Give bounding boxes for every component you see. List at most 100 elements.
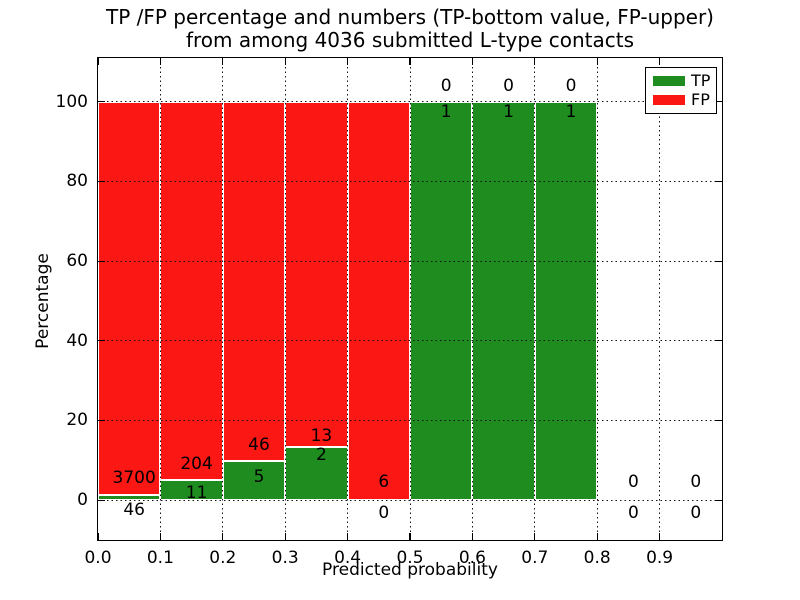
y-tick-mark xyxy=(98,180,105,183)
tp-count-label: 11 xyxy=(185,482,208,503)
fp-count-label: 13 xyxy=(310,426,333,447)
x-tick-mark-top xyxy=(347,58,349,65)
x-tick-mark-top xyxy=(97,58,99,65)
tp-bar-segment xyxy=(534,101,598,501)
chart-title: TP /FP percentage and numbers (TP-bottom… xyxy=(106,6,714,52)
vertical-gridline xyxy=(159,58,161,540)
tp-count-label: 2 xyxy=(315,445,327,466)
x-tick-mark xyxy=(534,533,536,540)
vertical-gridline xyxy=(347,58,349,540)
y-tick-mark xyxy=(98,340,105,342)
fp-count-label: 0 xyxy=(690,472,702,493)
tp-count-label: 0 xyxy=(627,502,639,523)
x-tick-label: 0.9 xyxy=(646,548,674,568)
y-tick-mark xyxy=(98,419,105,422)
x-tick-label: 0.7 xyxy=(521,548,549,568)
x-tick-mark xyxy=(97,533,99,540)
chart-title-line2: from among 4036 submitted L-type contact… xyxy=(185,28,635,52)
y-tick-mark-right xyxy=(715,340,722,342)
y-tick-mark-right xyxy=(715,180,722,183)
y-tick-mark-right xyxy=(715,499,722,501)
fp-bar-segment xyxy=(347,101,410,501)
x-tick-mark-top xyxy=(284,58,286,65)
vertical-gridline xyxy=(659,58,661,540)
fp-count-label: 6 xyxy=(378,472,390,493)
fp-color-swatch xyxy=(653,95,685,105)
x-tick-label: 0.6 xyxy=(458,548,486,568)
horizontal-gridline xyxy=(98,180,722,182)
x-tick-mark xyxy=(659,533,661,540)
x-tick-label: 0.8 xyxy=(583,548,611,568)
x-tick-mark xyxy=(596,533,598,540)
x-tick-label: 0.5 xyxy=(396,548,424,568)
vertical-gridline xyxy=(596,58,598,540)
chart-title-line1: TP /FP percentage and numbers (TP-bottom… xyxy=(106,5,714,29)
fp-count-label: 46 xyxy=(248,435,270,456)
vertical-gridline xyxy=(222,58,224,540)
x-tick-mark xyxy=(409,533,411,540)
tp-bar-segment xyxy=(285,447,348,501)
horizontal-gridline xyxy=(98,101,722,103)
fp-count-label: 0 xyxy=(440,75,452,96)
y-tick-mark-right xyxy=(715,260,722,262)
fp-count-label: 3700 xyxy=(112,468,156,489)
legend-label-tp: TP xyxy=(691,71,711,90)
horizontal-gridline xyxy=(98,499,722,501)
y-tick-label: 100 xyxy=(55,91,88,112)
fp-count-label: 0 xyxy=(627,472,639,493)
tp-bar-segment xyxy=(410,101,473,501)
legend-item-fp: FP xyxy=(653,92,710,108)
y-tick-mark xyxy=(98,101,105,103)
legend-label-fp: FP xyxy=(691,90,710,109)
legend: TP FP xyxy=(645,67,717,114)
tp-bar-segment xyxy=(222,461,286,501)
x-tick-label: 0.3 xyxy=(271,548,299,568)
x-tick-mark-top xyxy=(159,58,161,65)
tp-count-label: 0 xyxy=(690,502,702,523)
tp-count-label: 46 xyxy=(123,500,146,521)
fp-bar-segment xyxy=(285,101,348,448)
tp-bar-segment xyxy=(472,101,535,501)
vertical-gridline xyxy=(534,58,536,540)
x-tick-mark xyxy=(284,533,286,540)
y-tick-label: 80 xyxy=(66,171,88,192)
y-tick-mark xyxy=(98,260,105,262)
x-tick-mark-top xyxy=(659,58,661,65)
vertical-gridline xyxy=(409,58,411,540)
x-axis-label: Predicted probability xyxy=(322,560,498,580)
horizontal-gridline xyxy=(98,260,722,262)
x-tick-label: 0.2 xyxy=(209,548,237,568)
plot-area: 3700 46 204 11 46 5 13 2 6 0 0 1 0 1 0 1 0 0 0 0 xyxy=(97,58,722,540)
y-tick-label: 60 xyxy=(66,251,88,272)
x-tick-mark-top xyxy=(596,58,598,65)
tp-count-label: 1 xyxy=(565,101,577,122)
horizontal-gridline xyxy=(98,419,722,421)
tp-count-label: 5 xyxy=(253,467,265,488)
fp-count-label: 204 xyxy=(180,454,213,475)
legend-item-tp: TP xyxy=(653,73,710,89)
vertical-gridline xyxy=(471,58,473,540)
x-tick-mark-top xyxy=(222,58,224,65)
x-tick-label: 0.1 xyxy=(146,548,174,568)
x-tick-label: 0.4 xyxy=(334,548,362,568)
y-axis-label: Percentage xyxy=(33,253,53,349)
y-tick-mark-right xyxy=(715,101,722,103)
y-tick-label: 0 xyxy=(77,490,88,511)
x-tick-mark xyxy=(471,533,473,540)
tp-count-label: 1 xyxy=(440,101,452,122)
x-tick-mark-top xyxy=(534,58,536,65)
fp-count-label: 0 xyxy=(503,75,515,96)
x-tick-mark xyxy=(347,533,349,540)
y-tick-label: 20 xyxy=(66,410,88,431)
x-tick-label: 0.0 xyxy=(84,548,112,568)
y-tick-label: 40 xyxy=(66,330,88,351)
tp-count-label: 1 xyxy=(503,101,515,122)
y-tick-mark-right xyxy=(715,419,722,422)
x-tick-mark-top xyxy=(471,58,473,65)
fp-count-label: 0 xyxy=(565,75,577,96)
tp-count-label: 0 xyxy=(378,502,390,523)
fp-bar-segment xyxy=(222,101,286,462)
vertical-gridline xyxy=(284,58,286,540)
horizontal-gridline xyxy=(98,340,722,342)
